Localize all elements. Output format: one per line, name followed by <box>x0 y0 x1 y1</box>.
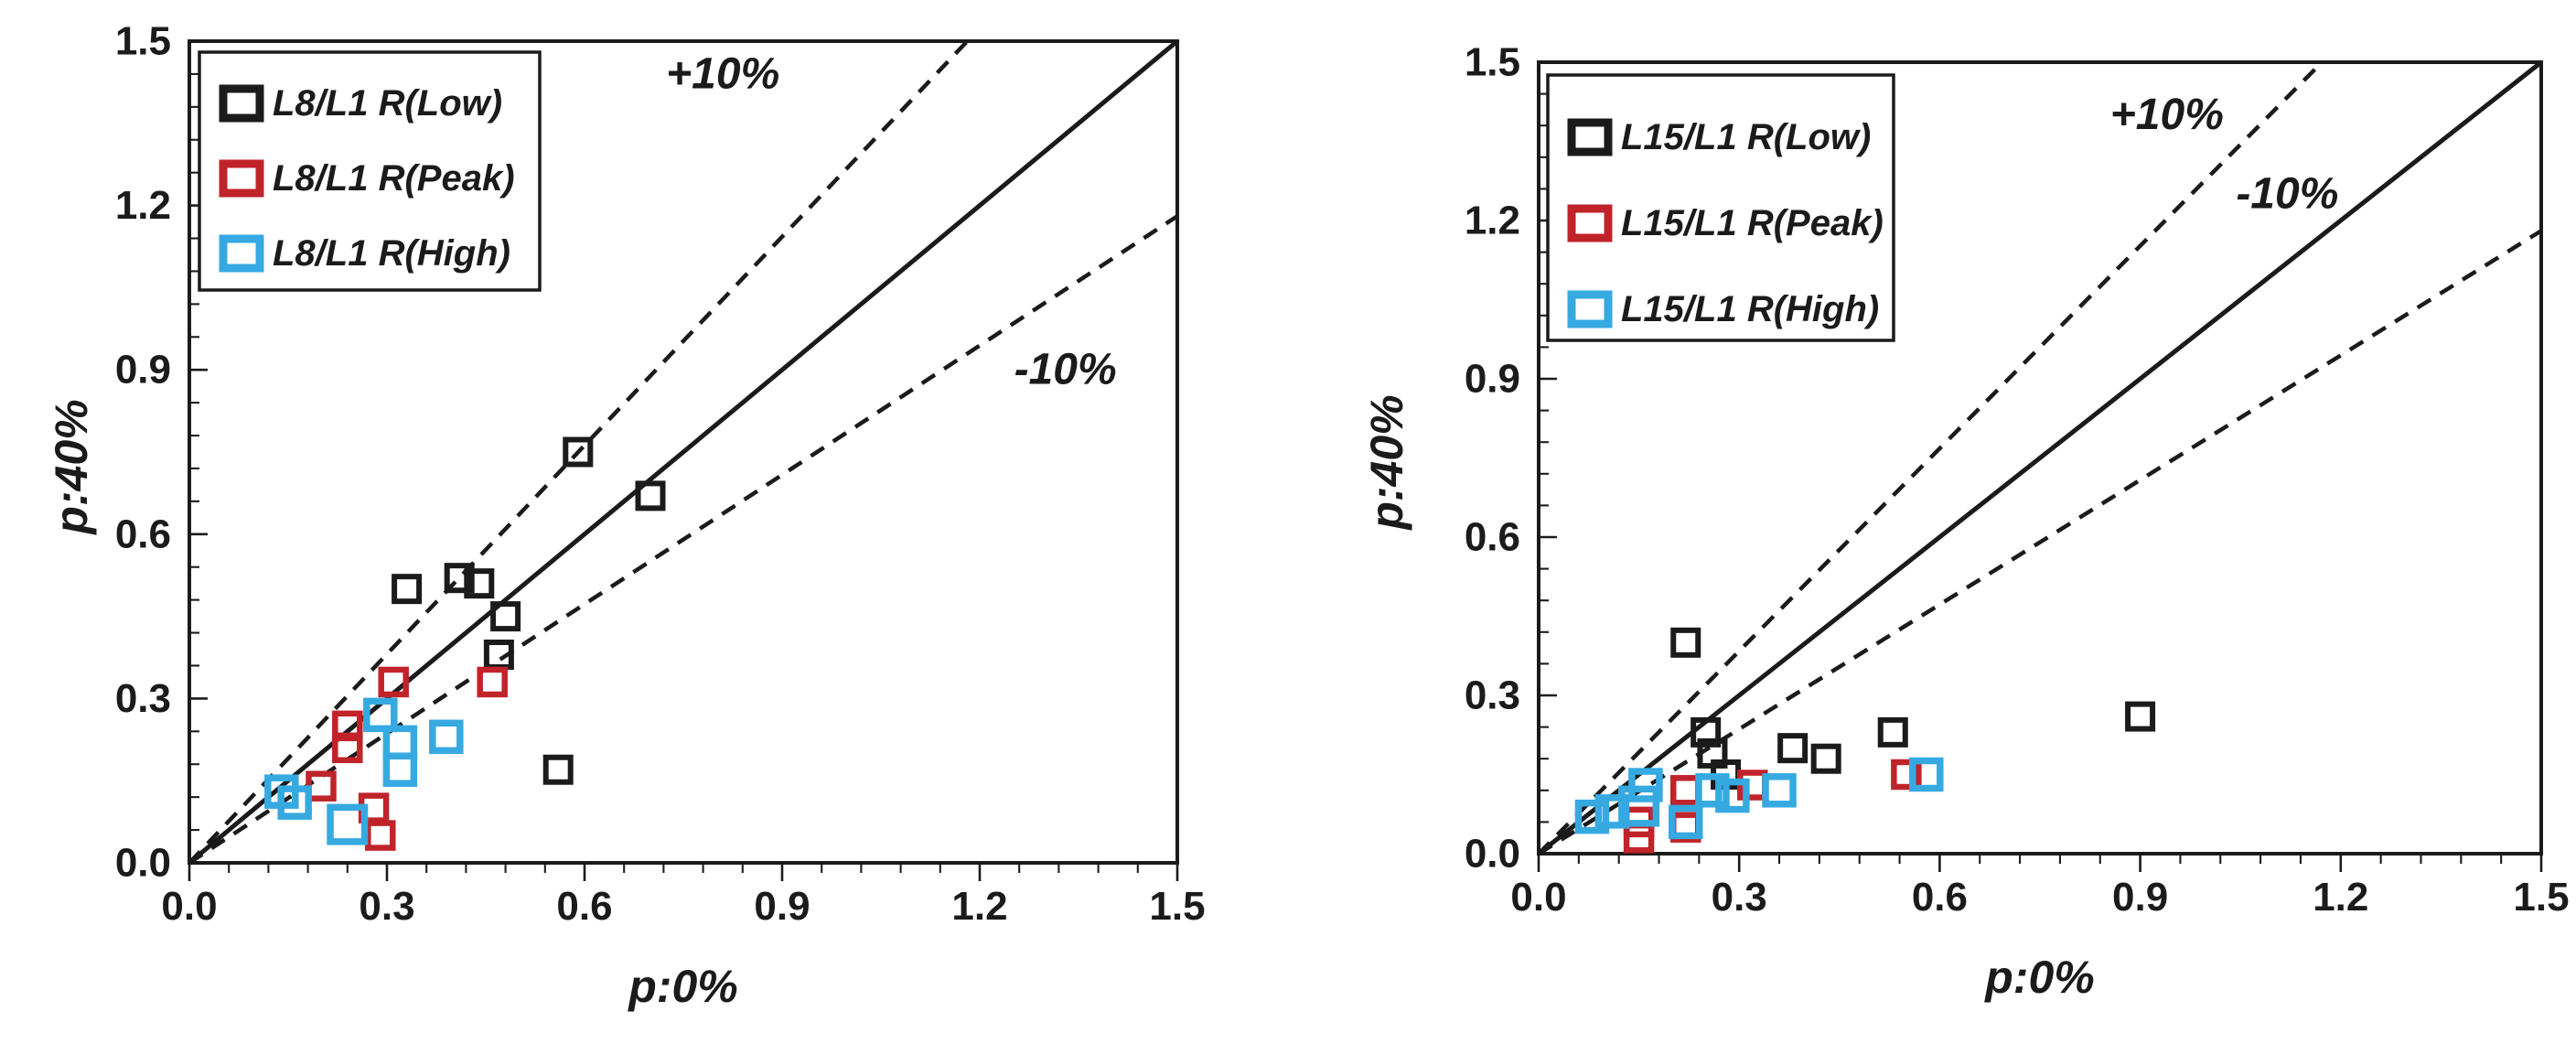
scatter-point-blue <box>1668 804 1703 840</box>
scatter-point-red <box>365 820 396 851</box>
x-tick-label: 0.0 <box>161 884 217 929</box>
y-tick-label: 0.0 <box>1465 832 1520 877</box>
scatter-point-black <box>1810 743 1841 774</box>
scatter-point-blue <box>1909 757 1944 792</box>
scatter-point-blue <box>363 697 398 733</box>
minus-10-line <box>1537 229 2543 856</box>
x-tick-label: 0.3 <box>1712 875 1767 920</box>
plus-10-line-label: +10% <box>2110 91 2224 139</box>
scatter-point-red <box>1669 775 1701 806</box>
x-tick-label: 0.6 <box>1912 875 1968 920</box>
y-axis-title: p:40% <box>1361 394 1412 531</box>
scatter-point-black <box>464 568 495 599</box>
scatter-point-blue <box>327 803 369 845</box>
scatter-point-black <box>490 601 521 632</box>
identity-line <box>188 39 1179 865</box>
legend-label: L15/L1 R(Low) <box>1621 117 1871 157</box>
legend-label: L8/L1 R(Peak) <box>273 158 515 199</box>
scatter-point-blue <box>1715 778 1750 813</box>
scatter-point-red <box>332 732 363 764</box>
scatter-point-black <box>542 754 574 785</box>
scatter-point-black <box>444 563 475 594</box>
scatter-point-red <box>1891 759 1922 791</box>
y-tick-label: 1.2 <box>115 183 171 228</box>
minus-10-line-label: -10% <box>1014 346 1117 394</box>
y-tick-label: 0.9 <box>115 348 171 393</box>
plot-border <box>1537 60 2543 856</box>
scatter-point-blue <box>1594 794 1630 829</box>
scatter-point-red <box>378 666 409 698</box>
scatter-point-blue <box>382 752 418 787</box>
x-tick-label: 0.9 <box>754 884 810 929</box>
scatter-point-blue <box>1628 768 1663 802</box>
legend-swatch-black <box>219 84 264 123</box>
scatter-point-black <box>1690 716 1722 748</box>
scatter-point-black <box>2125 701 2156 732</box>
scatter-point-black <box>1670 627 1701 658</box>
x-axis-title: p:0% <box>627 961 737 1012</box>
legend-label: L15/L1 R(High) <box>1621 289 1879 329</box>
legend-swatch-blue <box>1567 290 1613 328</box>
scatter-point-red <box>477 666 508 698</box>
y-tick-label: 1.5 <box>1465 40 1520 85</box>
y-tick-label: 0.6 <box>115 511 171 556</box>
x-tick-label: 0.9 <box>2112 875 2168 920</box>
legend-label: L8/L1 R(Low) <box>273 83 502 124</box>
left-scatter-chart: 0.00.0 0.3 0.3 0.6 0.6 0.9 0.9 1.2 1.2 1.5 1.5 +10%… <box>46 19 1206 1013</box>
x-tick-label: 0.0 <box>1510 875 1566 920</box>
x-tick-label: 1.5 <box>1149 884 1205 929</box>
legend-label: L8/L1 R(High) <box>273 233 510 274</box>
y-tick-label: 0.0 <box>115 841 171 886</box>
y-tick-label: 0.3 <box>1465 673 1520 718</box>
y-tick-label: 0.9 <box>1465 357 1520 402</box>
scatter-point-blue <box>1574 799 1610 834</box>
plus-10-line-label: +10% <box>666 49 779 98</box>
legend-swatch-red <box>1567 204 1613 242</box>
y-tick-label: 1.5 <box>115 19 171 64</box>
scatter-point-black <box>1777 733 1809 764</box>
scatter-point-black <box>1877 716 1908 748</box>
x-tick-label: 1.2 <box>951 884 1007 929</box>
minus-10-line-label: -10% <box>2236 170 2338 219</box>
x-tick-label: 0.3 <box>359 884 414 929</box>
scatter-point-red <box>1623 822 1655 854</box>
minus-10-line <box>188 214 1179 865</box>
legend-swatch-red <box>219 159 264 198</box>
x-tick-label: 1.5 <box>2513 875 2569 920</box>
y-tick-label: 0.6 <box>1465 515 1520 560</box>
y-axis-title: p:40% <box>46 399 97 535</box>
legend-label: L15/L1 R(Peak) <box>1621 203 1884 243</box>
y-tick-label: 0.3 <box>115 676 171 721</box>
scatter-point-black <box>635 480 666 511</box>
legend-swatch-blue <box>219 234 264 273</box>
plus-10-line <box>188 39 970 865</box>
scatter-point-blue <box>277 785 312 820</box>
scatter-point-blue <box>429 719 464 755</box>
x-axis-title: p:0% <box>1983 952 2094 1003</box>
scatter-point-blue <box>1695 773 1730 808</box>
legend-swatch-black <box>1567 118 1613 156</box>
scatter-point-blue <box>1618 785 1660 827</box>
x-tick-label: 0.6 <box>556 884 612 929</box>
plot-border <box>188 39 1179 865</box>
scatter-point-black <box>563 436 594 468</box>
x-tick-label: 1.2 <box>2313 875 2368 920</box>
y-tick-label: 1.2 <box>1465 199 1520 243</box>
right-scatter-chart: 0.00.0 0.3 0.3 0.6 0.6 0.9 0.9 1.2 1.2 1.5 1.5 +10%… <box>1361 40 2570 1004</box>
scatter-point-blue <box>1762 773 1797 808</box>
scatter-point-red <box>306 770 337 802</box>
scatter-point-black <box>392 574 423 605</box>
